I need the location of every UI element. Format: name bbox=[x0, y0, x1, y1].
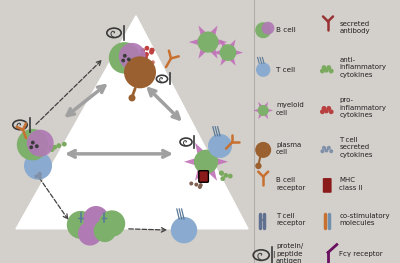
Ellipse shape bbox=[320, 149, 324, 153]
Ellipse shape bbox=[127, 58, 131, 61]
Ellipse shape bbox=[320, 109, 325, 114]
Ellipse shape bbox=[199, 183, 203, 187]
Ellipse shape bbox=[124, 56, 156, 88]
Ellipse shape bbox=[62, 142, 67, 146]
Ellipse shape bbox=[322, 65, 326, 70]
Ellipse shape bbox=[144, 46, 149, 50]
Ellipse shape bbox=[149, 50, 154, 54]
Ellipse shape bbox=[219, 170, 224, 175]
Ellipse shape bbox=[52, 145, 57, 150]
Ellipse shape bbox=[151, 60, 155, 64]
Text: Fcγ receptor: Fcγ receptor bbox=[339, 251, 383, 257]
Ellipse shape bbox=[150, 48, 154, 52]
Text: plasma
cell: plasma cell bbox=[276, 142, 301, 155]
Ellipse shape bbox=[198, 32, 218, 53]
Ellipse shape bbox=[48, 145, 53, 150]
Ellipse shape bbox=[38, 173, 42, 177]
FancyBboxPatch shape bbox=[323, 178, 332, 193]
Ellipse shape bbox=[50, 147, 54, 152]
Text: co-stimulatory
molecules: co-stimulatory molecules bbox=[339, 213, 390, 226]
Ellipse shape bbox=[198, 185, 202, 189]
Ellipse shape bbox=[329, 149, 333, 153]
Ellipse shape bbox=[262, 22, 274, 34]
Ellipse shape bbox=[34, 174, 38, 178]
Ellipse shape bbox=[94, 220, 116, 242]
Ellipse shape bbox=[29, 145, 33, 149]
Ellipse shape bbox=[255, 142, 271, 158]
Ellipse shape bbox=[322, 106, 326, 111]
Ellipse shape bbox=[119, 43, 146, 70]
Text: MHC
class II: MHC class II bbox=[339, 177, 363, 191]
Ellipse shape bbox=[78, 221, 102, 246]
Ellipse shape bbox=[149, 64, 153, 68]
Ellipse shape bbox=[324, 109, 329, 113]
Ellipse shape bbox=[255, 22, 271, 38]
Ellipse shape bbox=[326, 65, 331, 70]
Text: T cell
receptor: T cell receptor bbox=[276, 213, 305, 226]
Ellipse shape bbox=[24, 152, 52, 180]
Ellipse shape bbox=[83, 206, 109, 232]
Ellipse shape bbox=[324, 68, 329, 73]
Ellipse shape bbox=[38, 172, 42, 176]
Text: secreted
antibody: secreted antibody bbox=[339, 21, 370, 34]
Ellipse shape bbox=[255, 163, 262, 169]
Text: T cell: T cell bbox=[276, 67, 295, 73]
Ellipse shape bbox=[224, 173, 228, 178]
Ellipse shape bbox=[327, 146, 331, 150]
Ellipse shape bbox=[258, 105, 269, 116]
Ellipse shape bbox=[143, 55, 148, 60]
Ellipse shape bbox=[31, 141, 35, 144]
Ellipse shape bbox=[150, 48, 154, 53]
Ellipse shape bbox=[140, 53, 144, 57]
Ellipse shape bbox=[123, 54, 127, 58]
Text: anti-
inflammatory
cytokines: anti- inflammatory cytokines bbox=[339, 57, 386, 78]
Text: T cell
secreted
cytokines: T cell secreted cytokines bbox=[339, 137, 373, 158]
Ellipse shape bbox=[326, 106, 331, 111]
Ellipse shape bbox=[194, 183, 198, 187]
Ellipse shape bbox=[220, 44, 236, 61]
Ellipse shape bbox=[27, 130, 54, 156]
FancyBboxPatch shape bbox=[199, 171, 208, 182]
Ellipse shape bbox=[35, 144, 39, 148]
Ellipse shape bbox=[256, 63, 270, 77]
Ellipse shape bbox=[109, 42, 140, 74]
Ellipse shape bbox=[220, 176, 225, 181]
Text: pro-
inflammatory
cytokines: pro- inflammatory cytokines bbox=[339, 97, 386, 118]
Ellipse shape bbox=[147, 62, 151, 66]
Polygon shape bbox=[189, 26, 227, 59]
Ellipse shape bbox=[128, 94, 136, 102]
Ellipse shape bbox=[219, 171, 224, 176]
Ellipse shape bbox=[121, 59, 125, 62]
Polygon shape bbox=[16, 16, 248, 229]
Ellipse shape bbox=[228, 174, 233, 179]
Text: B cell: B cell bbox=[276, 27, 296, 33]
Text: protein/
peptide
antigen: protein/ peptide antigen bbox=[276, 243, 303, 263]
Ellipse shape bbox=[322, 146, 326, 150]
Text: B cell
receptor: B cell receptor bbox=[276, 177, 305, 191]
Polygon shape bbox=[213, 39, 243, 66]
Polygon shape bbox=[253, 102, 273, 119]
Ellipse shape bbox=[140, 48, 145, 53]
Ellipse shape bbox=[329, 69, 334, 73]
Ellipse shape bbox=[145, 59, 149, 63]
Ellipse shape bbox=[67, 211, 95, 239]
Ellipse shape bbox=[99, 210, 125, 237]
Ellipse shape bbox=[324, 148, 328, 153]
Ellipse shape bbox=[189, 181, 193, 185]
Ellipse shape bbox=[56, 143, 61, 148]
Ellipse shape bbox=[329, 109, 334, 114]
Ellipse shape bbox=[144, 52, 149, 57]
Ellipse shape bbox=[320, 69, 325, 73]
Text: I: I bbox=[272, 251, 274, 260]
Polygon shape bbox=[184, 143, 228, 181]
Ellipse shape bbox=[17, 129, 48, 160]
Ellipse shape bbox=[38, 175, 42, 179]
Ellipse shape bbox=[149, 61, 153, 65]
Text: myeloid
cell: myeloid cell bbox=[276, 102, 304, 116]
Ellipse shape bbox=[171, 217, 197, 243]
Ellipse shape bbox=[208, 134, 232, 158]
Ellipse shape bbox=[194, 150, 218, 174]
